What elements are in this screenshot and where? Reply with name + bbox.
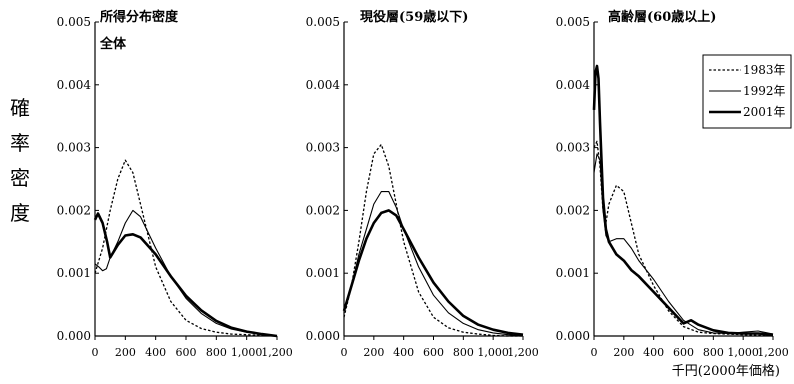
series-line-1983年 — [94, 159, 278, 337]
legend-label: 1983年 — [743, 63, 786, 77]
x-tick-label: 0 — [591, 346, 598, 359]
y-tick-label: 0.005 — [57, 15, 91, 29]
y-tick-label: 0.004 — [556, 78, 591, 92]
x-tick-label: 800 — [206, 346, 227, 359]
y-tick-label: 0.001 — [306, 266, 340, 280]
y-tick-label: 0.003 — [57, 141, 91, 155]
y-axis-label-char: 度 — [10, 201, 30, 225]
x-tick-label: 1,200 — [757, 346, 789, 359]
x-tick-label: 600 — [673, 346, 694, 359]
x-tick-label: 1,000 — [477, 346, 509, 359]
y-tick-label: 0.000 — [57, 329, 91, 343]
y-tick-label: 0.001 — [57, 266, 91, 280]
x-tick-label: 1,200 — [507, 346, 539, 359]
x-tick-label: 200 — [363, 346, 384, 359]
x-tick-label: 600 — [176, 346, 197, 359]
x-tick-label: 0 — [92, 346, 99, 359]
y-tick-label: 0.003 — [556, 141, 590, 155]
y-tick-label: 0.000 — [306, 329, 340, 343]
y-tick-label: 0.001 — [556, 266, 590, 280]
y-axis-label-char: 確 — [10, 96, 30, 120]
y-tick-label: 0.002 — [306, 203, 340, 217]
x-tick-label: 200 — [115, 346, 136, 359]
series-line-2001年 — [592, 64, 774, 336]
y-tick-label: 0.004 — [57, 78, 92, 92]
y-tick-label: 0.000 — [556, 329, 590, 343]
chart-panel-2: 0.000 0.001 0.002 0.003 0.004 0.005 0 200 400 600… — [306, 9, 539, 359]
x-tick-label: 800 — [703, 346, 724, 359]
chart-panel-1: 0.000 0.001 0.002 0.003 0.004 0.005 0 200 400 600… — [57, 9, 293, 359]
y-tick-label: 0.005 — [556, 15, 590, 29]
y-axis-label-char: 率 — [10, 131, 30, 155]
x-tick-label: 800 — [453, 346, 474, 359]
y-tick-label: 0.005 — [306, 15, 340, 29]
x-tick-label: 600 — [423, 346, 444, 359]
series-line-1992年 — [94, 209, 278, 337]
x-tick-label: 1,200 — [261, 346, 293, 359]
y-axis-label-char: 密 — [10, 166, 30, 190]
y-tick-label: 0.002 — [57, 203, 91, 217]
series-line-1983年 — [343, 143, 523, 337]
legend-label: 1992年 — [743, 84, 786, 98]
panel-title: 所得分布密度 — [100, 9, 179, 25]
x-tick-label: 0 — [341, 346, 348, 359]
series-line-1992年 — [343, 191, 524, 337]
x-unit-label: 千円(2000年価格) — [672, 363, 780, 379]
x-tick-label: 1,000 — [727, 346, 759, 359]
y-tick-label: 0.003 — [306, 141, 340, 155]
series-line-2001年 — [342, 209, 524, 336]
y-tick-label: 0.004 — [306, 78, 341, 92]
chart-panel-3: 0.000 0.001 0.002 0.003 0.004 0.005 0 200 400 600… — [556, 9, 792, 359]
x-tick-label: 200 — [613, 346, 634, 359]
x-tick-label: 400 — [643, 346, 664, 359]
x-tick-label: 1,000 — [231, 346, 263, 359]
panel-subtitle: 全体 — [99, 36, 127, 52]
legend-label: 2001年 — [743, 105, 786, 119]
x-tick-label: 400 — [145, 346, 166, 359]
series-line-1992年 — [593, 153, 774, 335]
series-line-2001年 — [93, 212, 278, 338]
y-tick-label: 0.002 — [556, 203, 590, 217]
panel-title: 現役層(59歳以下) — [360, 9, 468, 25]
panel-title: 高齢層(60歳以上) — [608, 9, 716, 25]
x-tick-label: 400 — [393, 346, 414, 359]
